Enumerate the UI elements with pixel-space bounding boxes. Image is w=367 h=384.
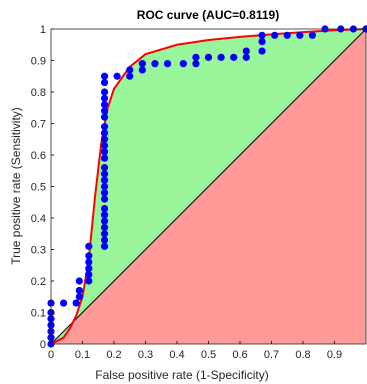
x-tick-label: 0.8 bbox=[295, 349, 310, 361]
y-axis-ticks: 0 0.1 0.2 0.3 0.4 0.5 0.6 0.7 0.8 0.9 1 bbox=[31, 24, 54, 351]
roc-point bbox=[72, 299, 80, 307]
roc-point bbox=[308, 31, 317, 39]
y-tick-label: 0.7 bbox=[31, 119, 46, 131]
roc-point bbox=[126, 66, 134, 74]
roc-point bbox=[151, 60, 159, 68]
x-tick-label: 0.4 bbox=[169, 349, 184, 361]
roc-point bbox=[217, 53, 225, 61]
chart-title: ROC curve (AUC=0.8119) bbox=[137, 8, 279, 22]
roc-point bbox=[100, 195, 109, 203]
x-tick-label: 0.5 bbox=[201, 349, 216, 361]
roc-point bbox=[126, 72, 134, 80]
roc-point bbox=[100, 242, 109, 250]
roc-point bbox=[100, 135, 109, 143]
roc-point bbox=[75, 286, 83, 295]
roc-point bbox=[100, 176, 109, 184]
roc-point bbox=[100, 148, 109, 156]
roc-point bbox=[100, 164, 109, 172]
roc-point bbox=[100, 72, 109, 80]
x-tick-label: 0.7 bbox=[264, 349, 279, 361]
roc-point bbox=[100, 129, 109, 137]
roc-point bbox=[204, 53, 213, 61]
x-tick-label: 0.2 bbox=[106, 349, 121, 361]
y-tick-label: 0 bbox=[40, 339, 46, 351]
roc-point bbox=[258, 38, 266, 46]
roc-point bbox=[100, 123, 109, 131]
roc-point bbox=[100, 204, 109, 213]
y-axis-label: True positive rate (Sensitivity) bbox=[9, 107, 23, 265]
roc-point bbox=[100, 182, 109, 191]
x-tick-label: 0 bbox=[48, 349, 54, 361]
y-tick-label: 0.9 bbox=[31, 56, 46, 68]
y-tick-label: 0.5 bbox=[31, 182, 46, 194]
x-axis-ticks: 0 0.1 0.2 0.3 0.4 0.5 0.6 0.7 0.8 0.9 bbox=[48, 341, 342, 361]
roc-point bbox=[138, 60, 146, 68]
roc-point bbox=[179, 60, 187, 68]
x-axis-label: False positive rate (1-Specificity) bbox=[95, 368, 268, 382]
roc-point bbox=[100, 236, 109, 244]
roc-point bbox=[192, 60, 200, 68]
roc-point bbox=[85, 277, 93, 285]
y-tick-label: 1 bbox=[40, 24, 46, 36]
y-tick-label: 0.6 bbox=[31, 150, 46, 162]
roc-point bbox=[258, 47, 266, 55]
roc-point bbox=[138, 66, 146, 74]
roc-point bbox=[75, 277, 83, 285]
y-tick-label: 0.4 bbox=[31, 213, 46, 225]
roc-point bbox=[242, 47, 250, 55]
roc-point bbox=[283, 31, 291, 39]
fitted-roc-curve bbox=[50, 28, 367, 345]
y-tick-label: 0.1 bbox=[31, 308, 46, 320]
roc-point bbox=[192, 53, 200, 61]
roc-point bbox=[100, 154, 109, 162]
roc-point bbox=[242, 53, 250, 61]
roc-point bbox=[258, 31, 266, 39]
y-tick-label: 0.8 bbox=[31, 87, 46, 99]
roc-point bbox=[100, 170, 109, 178]
roc-point bbox=[113, 72, 121, 80]
roc-point bbox=[163, 60, 172, 68]
roc-point bbox=[85, 242, 93, 250]
roc-point bbox=[100, 101, 109, 109]
plot-area bbox=[47, 25, 367, 348]
roc-point bbox=[85, 258, 93, 266]
x-tick-label: 0.6 bbox=[232, 349, 247, 361]
roc-point bbox=[100, 107, 109, 115]
x-tick-label: 0.1 bbox=[75, 349, 90, 361]
roc-point bbox=[100, 141, 109, 150]
empirical-points bbox=[47, 25, 367, 348]
roc-point bbox=[100, 211, 109, 219]
roc-point bbox=[100, 230, 109, 238]
roc-point bbox=[100, 189, 109, 197]
y-tick-label: 0.3 bbox=[31, 245, 46, 257]
roc-point bbox=[230, 53, 238, 61]
roc-point bbox=[100, 223, 109, 232]
roc-point bbox=[60, 299, 68, 307]
roc-point bbox=[100, 78, 109, 87]
x-tick-label: 0.9 bbox=[327, 349, 342, 361]
roc-point bbox=[100, 94, 109, 102]
roc-point bbox=[85, 271, 93, 279]
roc-point bbox=[85, 252, 93, 260]
roc-point bbox=[271, 31, 279, 39]
roc-point bbox=[100, 88, 109, 96]
roc-point bbox=[296, 31, 304, 39]
x-tick-label: 0.3 bbox=[138, 349, 153, 361]
roc-point bbox=[75, 293, 83, 301]
roc-point bbox=[85, 264, 93, 272]
roc-point bbox=[100, 217, 109, 225]
chance-diagonal-line bbox=[50, 28, 367, 345]
roc-point bbox=[100, 113, 109, 121]
y-tick-label: 0.2 bbox=[31, 276, 46, 288]
